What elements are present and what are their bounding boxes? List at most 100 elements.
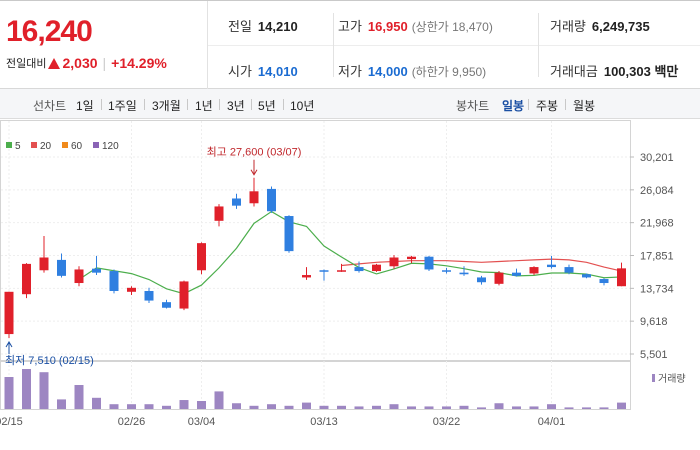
volume-bar	[249, 405, 259, 409]
y-tick-label: 21,968	[640, 218, 674, 230]
divider	[565, 99, 566, 110]
candle-body	[267, 188, 276, 212]
candle-body	[459, 272, 469, 275]
candle-body	[302, 275, 311, 278]
volume: 거래량 6,249,735	[550, 16, 650, 35]
high-value: 16,950	[367, 19, 408, 34]
divider	[144, 99, 145, 110]
up-triangle-icon	[48, 57, 61, 69]
volume-bar	[337, 405, 346, 409]
volume-bar	[232, 403, 241, 409]
candle-body	[372, 264, 381, 272]
candle-body	[477, 277, 486, 283]
high-label: 고가	[338, 19, 362, 34]
candle-daily-button[interactable]: 일봉	[502, 99, 525, 113]
divider	[283, 99, 284, 110]
legend-entry: 120	[102, 141, 119, 152]
divider	[528, 99, 529, 110]
candle-body	[442, 270, 451, 272]
prev-close-value: 14,210	[257, 19, 298, 34]
open-label: 시가	[228, 64, 252, 79]
volume-bar	[74, 385, 84, 409]
candle-body	[109, 271, 119, 291]
candle-body	[57, 259, 66, 276]
low: 저가 14,000 (하한가 9,950)	[338, 61, 486, 80]
y-tick-label: 17,851	[640, 251, 674, 263]
volume-bar	[407, 406, 416, 409]
volume-bar	[424, 406, 434, 409]
down-arrow-icon	[250, 169, 258, 176]
period-3m-button[interactable]: 3개월	[152, 99, 181, 113]
candle-body	[249, 191, 259, 204]
volume-bar	[92, 397, 101, 409]
candle-body	[214, 206, 224, 221]
period-3y-button[interactable]: 3년	[227, 99, 245, 113]
y-tick-label: 26,084	[640, 185, 674, 197]
candle-body	[354, 267, 364, 272]
volume-bar	[319, 405, 329, 409]
x-tick-label: 04/01	[538, 416, 566, 428]
volume-bar	[267, 404, 276, 409]
volume-bar	[547, 404, 556, 409]
volume-bar	[179, 400, 189, 409]
x-tick-label: 02/15	[0, 416, 23, 428]
candle-body	[22, 263, 31, 295]
legend-entry: 5	[15, 141, 21, 152]
volume-bar	[582, 407, 591, 409]
period-5y-button[interactable]: 5년	[258, 99, 276, 113]
legend-swatch	[62, 142, 68, 148]
divider: |	[102, 55, 107, 71]
volume-bar	[127, 404, 136, 409]
candle-body	[337, 270, 346, 272]
y-tick-label: 30,201	[640, 152, 674, 164]
volume-bar	[494, 403, 504, 409]
candle-body	[162, 302, 171, 308]
up-arrow-icon	[5, 341, 13, 348]
volume-bar	[57, 399, 66, 409]
candle-monthly-button[interactable]: 월봉	[573, 99, 596, 113]
legend-entry: 20	[40, 141, 52, 152]
divider	[219, 99, 220, 110]
high-annotation: 최고 27,600 (03/07)	[207, 146, 302, 159]
y-tick-label: 5,501	[640, 349, 668, 361]
candle-chart-label: 봉차트	[456, 99, 490, 113]
period-1w-button[interactable]: 1주일	[108, 99, 137, 113]
volume-label: 거래량	[550, 19, 586, 34]
candle-body	[284, 216, 294, 252]
col-divider	[333, 13, 334, 77]
candle-body	[424, 256, 434, 270]
volume-panel-frame	[0, 361, 631, 410]
candle-body	[389, 257, 399, 267]
line-chart-label: 선차트	[33, 99, 67, 113]
volume-bar	[109, 404, 119, 409]
period-10y-button[interactable]: 10년	[290, 99, 315, 113]
candle-weekly-button[interactable]: 주봉	[536, 99, 559, 113]
current-price: 16,240	[6, 15, 93, 48]
volume-bar	[372, 405, 381, 409]
open-value: 14,010	[257, 64, 298, 79]
volume-bar	[302, 402, 311, 409]
candle-body	[39, 257, 49, 271]
volume-bar	[39, 372, 49, 409]
volume-bar	[4, 377, 14, 409]
volume-bar	[389, 404, 399, 409]
change-amount: 2,030	[62, 55, 98, 71]
candle-body	[599, 279, 609, 284]
volume-bar	[144, 404, 154, 409]
volume-bar	[354, 406, 364, 409]
period-1y-button[interactable]: 1년	[195, 99, 213, 113]
legend-entry: 60	[71, 141, 83, 152]
divider	[101, 99, 102, 110]
candle-body	[494, 272, 504, 284]
divider	[187, 99, 188, 110]
candle-body	[197, 243, 206, 271]
candle-body	[179, 281, 189, 309]
candle-body	[4, 291, 14, 335]
x-tick-label: 03/04	[188, 416, 216, 428]
upper-limit: (상한가 18,470)	[411, 20, 493, 34]
ma20-line	[341, 258, 622, 272]
period-1d-button[interactable]: 1일	[76, 99, 94, 113]
volume-bar	[197, 401, 206, 409]
candle-body	[617, 268, 626, 287]
volume-bar	[529, 406, 539, 409]
